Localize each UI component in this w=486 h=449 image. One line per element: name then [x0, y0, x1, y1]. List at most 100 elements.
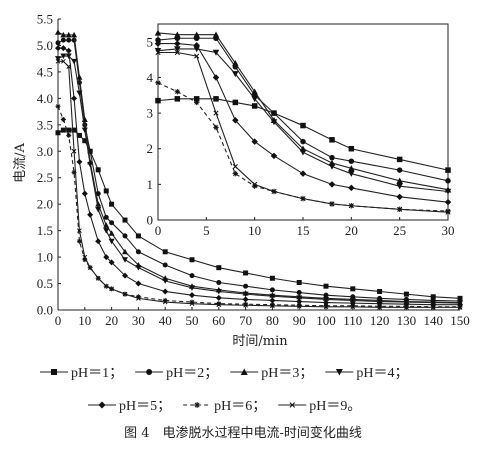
main-data-point	[430, 294, 436, 300]
main-data-point	[189, 299, 195, 305]
main-data-point	[162, 262, 168, 268]
main-data-point	[103, 283, 109, 289]
main-data-point	[77, 228, 82, 233]
main-data-point	[296, 298, 303, 305]
main-data-point	[71, 58, 78, 65]
inset-data-point	[396, 183, 403, 190]
main-data-point	[296, 303, 302, 309]
inset-data-point	[212, 74, 220, 81]
inset-data-point	[300, 196, 306, 202]
main-data-point	[103, 188, 109, 194]
main-data-point	[71, 31, 78, 38]
legend-label: pH＝2；	[166, 366, 218, 381]
main-data-point	[269, 293, 276, 300]
main-data-point	[269, 297, 276, 304]
main-data-point	[122, 233, 128, 239]
main-x-tick-label: 100	[316, 313, 336, 328]
inset-x-tick-label: 20	[345, 223, 358, 238]
main-data-point	[82, 257, 88, 263]
inset-data-point	[444, 198, 452, 206]
main-data-point	[122, 248, 128, 255]
inset-series-line	[157, 32, 449, 191]
main-data-point	[323, 292, 329, 298]
main-data-point	[66, 127, 72, 133]
inset-series-line	[157, 48, 449, 193]
inset-axes: 0 5 10 15 20 25 30 0 1 2 3 4 5	[147, 23, 455, 238]
inset-x-tick-label: 5	[203, 223, 210, 238]
inset-y-tick-label: 1	[147, 177, 154, 192]
inset-data-point	[445, 167, 451, 173]
main-data-point	[95, 201, 102, 207]
inset-data-point	[232, 71, 239, 78]
inset-data-point	[251, 183, 258, 189]
inset-data-point	[328, 163, 336, 170]
main-data-point	[55, 45, 61, 52]
main-data-point	[215, 294, 222, 301]
legend-item: pH＝3；	[230, 366, 313, 381]
main-data-point	[60, 31, 67, 38]
inset-x-tick-label: 0	[155, 223, 162, 238]
main-y-tick-label: 3.5	[37, 117, 53, 132]
inset-data-point	[212, 49, 220, 56]
main-data-point	[103, 228, 110, 234]
x-axis-title: 时间/min	[232, 334, 288, 349]
main-y-tick-label: 2.5	[37, 170, 53, 185]
main-y-tick-label: 3.0	[37, 144, 53, 159]
inset-y-tick-label: 5	[147, 34, 154, 49]
legend-label: pH＝1；	[71, 366, 123, 381]
main-x-tick-label: 50	[186, 313, 199, 328]
main-x-tick-label: 150	[450, 313, 470, 328]
main-data-point	[122, 272, 128, 279]
inset-data-point	[396, 177, 403, 184]
inset-data-point	[232, 170, 239, 177]
main-data-point	[60, 37, 66, 43]
main-data-point	[135, 265, 142, 271]
main-data-point	[350, 303, 356, 309]
inset-data-point	[445, 178, 451, 184]
main-data-point	[216, 302, 222, 308]
main-data-point	[66, 37, 72, 43]
main-data-point	[457, 295, 463, 301]
legend-item: pH＝1；	[40, 366, 123, 381]
main-data-point	[323, 283, 329, 289]
inset-data-point	[396, 156, 403, 163]
main-data-point	[216, 265, 222, 271]
inset-data-point	[174, 46, 181, 53]
main-series-line	[58, 47, 460, 306]
main-y-tick-label: 5.0	[37, 38, 53, 53]
inset-data-point	[232, 99, 239, 106]
main-series-line	[57, 31, 461, 304]
main-y-tick-label: 1.5	[37, 223, 53, 238]
main-data-point	[65, 47, 72, 54]
main-data-point	[323, 304, 329, 310]
inset-frame	[144, 18, 456, 238]
main-data-point	[377, 288, 383, 294]
inset-x-tick-label: 15	[297, 223, 310, 238]
main-data-point	[109, 201, 115, 207]
main-x-tick-label: 140	[423, 313, 443, 328]
inset-series	[154, 29, 452, 215]
legend-item: pH＝6；	[183, 399, 266, 414]
main-y-tick-label: 4.0	[37, 91, 53, 106]
main-series-line	[57, 55, 461, 304]
main-data-point	[82, 254, 88, 260]
inset-data-point	[329, 201, 335, 207]
inset-data-point	[155, 97, 161, 104]
main-data-point	[55, 58, 61, 64]
inset-series-line	[158, 43, 449, 203]
legend-label: pH＝4；	[356, 366, 408, 381]
main-data-point	[76, 132, 82, 138]
inset-data-point	[193, 99, 200, 106]
inset-series-line	[157, 98, 449, 171]
main-data-point	[162, 299, 168, 305]
main-data-point	[162, 297, 168, 303]
legend-label: pH＝5；	[119, 399, 171, 414]
inset-data-point	[174, 40, 181, 47]
inset-data-point	[154, 47, 162, 54]
inset-data-point	[251, 96, 258, 103]
inset-x-tick-label: 30	[442, 223, 455, 238]
main-data-point	[243, 283, 249, 289]
main-data-point	[87, 162, 94, 168]
inset-data-point	[213, 110, 219, 116]
main-data-point	[377, 305, 382, 310]
